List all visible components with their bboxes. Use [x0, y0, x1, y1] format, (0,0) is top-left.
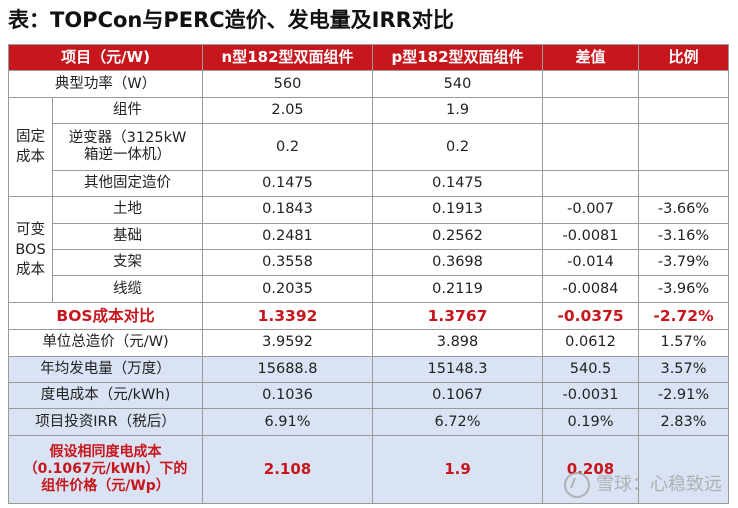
row-label: 线缆 [51, 275, 204, 303]
cell-ratio [638, 434, 730, 505]
cell-diff [542, 70, 640, 98]
header-n-type: n型182型双面组件 [202, 43, 374, 72]
row-label: 典型功率（W） [7, 70, 204, 98]
table-row-highlight: 假设相同度电成本 （0.1067元/kWh）下的 组件价格（元/Wp） 2.10… [7, 434, 730, 505]
cell-diff [542, 123, 640, 171]
row-label: 支架 [51, 249, 204, 277]
page-title: 表：TOPCon与PERC造价、发电量及IRR对比 [8, 8, 454, 32]
row-label: BOS成本对比 [7, 301, 204, 331]
row-label: 单位总造价（元/W) [7, 329, 204, 357]
cell-ratio: 3.57% [638, 355, 730, 384]
cell-diff: 540.5 [542, 355, 640, 384]
cell-n: 0.2 [202, 123, 374, 171]
cell-n: 0.1475 [202, 169, 374, 198]
cell-p: 1.9 [372, 434, 544, 505]
table-row: 基础 0.2481 0.2562 -0.0081 -3.16% [9, 222, 730, 251]
table-row: 逆变器（3125kW 箱逆一体机） 0.2 0.2 [9, 123, 730, 171]
comparison-table: 项目（元/W) n型182型双面组件 p型182型双面组件 差值 比例 典型功率… [7, 43, 730, 505]
cell-ratio: -3.79% [638, 249, 730, 277]
table-row: 支架 0.3558 0.3698 -0.014 -3.79% [9, 249, 730, 277]
row-label: 其他固定造价 [51, 169, 204, 198]
cell-p: 0.2 [372, 123, 544, 171]
group-label-fixed: 固定 成本 [8, 96, 53, 198]
cell-n: 0.3558 [202, 249, 374, 277]
table-row-highlight: BOS成本对比 1.3392 1.3767 -0.0375 -2.72% [7, 301, 730, 331]
table-row: 其他固定造价 0.1475 0.1475 [9, 169, 730, 198]
header-row: 项目（元/W) n型182型双面组件 p型182型双面组件 差值 比例 [7, 43, 730, 72]
cell-ratio: -2.72% [638, 301, 730, 331]
table-row: 度电成本（元/kWh) 0.1036 0.1067 -0.0031 -2.91% [7, 382, 730, 410]
cell-p: 0.2119 [372, 275, 544, 303]
group-label-variable: 可变 BOS 成本 [8, 196, 53, 303]
table-row: 项目投资IRR（税后） 6.91% 6.72% 0.19% 2.83% [7, 408, 730, 436]
cell-p: 0.3698 [372, 249, 544, 277]
cell-n: 0.2481 [202, 222, 374, 251]
cell-p: 0.1067 [372, 382, 544, 410]
cell-diff: -0.014 [542, 249, 640, 277]
cell-n: 3.9592 [202, 329, 374, 357]
cell-p: 3.898 [372, 329, 544, 357]
header-diff: 差值 [542, 43, 640, 72]
cell-n: 6.91% [202, 408, 374, 436]
cell-n: 0.1036 [202, 382, 374, 410]
cell-ratio [638, 169, 730, 198]
cell-diff: 0.0612 [542, 329, 640, 357]
watermark-text: 雪球：心稳致远 [596, 474, 722, 495]
cell-ratio [638, 96, 730, 125]
row-label: 逆变器（3125kW 箱逆一体机） [51, 123, 204, 171]
table-row: 可变 BOS 成本 土地 0.1843 0.1913 -0.007 -3.66% [8, 196, 730, 303]
table-row: 年均发电量（万度） 15688.8 15148.3 540.5 3.57% [7, 355, 730, 384]
cell-p: 540 [372, 70, 544, 98]
cell-ratio: 2.83% [638, 408, 730, 436]
cell-diff: -0.0031 [542, 382, 640, 410]
cell-n: 2.108 [202, 434, 374, 505]
row-label: 组件 [51, 96, 204, 125]
snowball-logo-icon [564, 472, 590, 498]
row-label: 年均发电量（万度） [7, 355, 204, 384]
cell-ratio [638, 123, 730, 171]
cell-diff [542, 169, 640, 198]
row-label: 假设相同度电成本 （0.1067元/kWh）下的 组件价格（元/Wp） [7, 434, 204, 505]
cell-ratio: -3.16% [638, 222, 730, 251]
table-row: 典型功率（W） 560 540 [7, 70, 730, 98]
cell-ratio: -3.96% [638, 275, 730, 303]
cell-n: 0.1843 [202, 196, 374, 224]
cell-ratio: 1.57% [638, 329, 730, 357]
cell-n: 1.3392 [202, 301, 374, 331]
cell-diff: -0.0084 [542, 275, 640, 303]
header-item: 项目（元/W) [7, 43, 204, 72]
cell-p: 0.2562 [372, 222, 544, 251]
cell-n: 2.05 [202, 96, 374, 125]
cell-p: 1.9 [372, 96, 544, 125]
cell-ratio: -3.66% [638, 196, 730, 224]
cell-p: 0.1475 [372, 169, 544, 198]
cell-diff: -0.0081 [542, 222, 640, 251]
row-label: 度电成本（元/kWh) [7, 382, 204, 410]
cell-diff: 0.19% [542, 408, 640, 436]
cell-n: 0.2035 [202, 275, 374, 303]
cell-diff: -0.0375 [542, 301, 640, 331]
cell-diff: -0.007 [542, 196, 640, 224]
header-ratio: 比例 [638, 43, 730, 72]
row-label: 土地 [51, 196, 204, 224]
watermark: 雪球：心稳致远 [564, 470, 722, 498]
row-label: 项目投资IRR（税后） [7, 408, 204, 436]
table-row: 线缆 0.2035 0.2119 -0.0084 -3.96% [9, 275, 730, 303]
cell-p: 1.3767 [372, 301, 544, 331]
cell-p: 0.1913 [372, 196, 544, 224]
table-row: 单位总造价（元/W) 3.9592 3.898 0.0612 1.57% [7, 329, 730, 357]
header-p-type: p型182型双面组件 [372, 43, 544, 72]
cell-p: 15148.3 [372, 355, 544, 384]
cell-p: 6.72% [372, 408, 544, 436]
cell-n: 15688.8 [202, 355, 374, 384]
cell-n: 560 [202, 70, 374, 98]
cell-ratio [638, 70, 730, 98]
table-row: 固定 成本 组件 2.05 1.9 [8, 96, 730, 198]
row-label: 基础 [51, 222, 204, 251]
cell-diff [542, 96, 640, 125]
cell-ratio: -2.91% [638, 382, 730, 410]
